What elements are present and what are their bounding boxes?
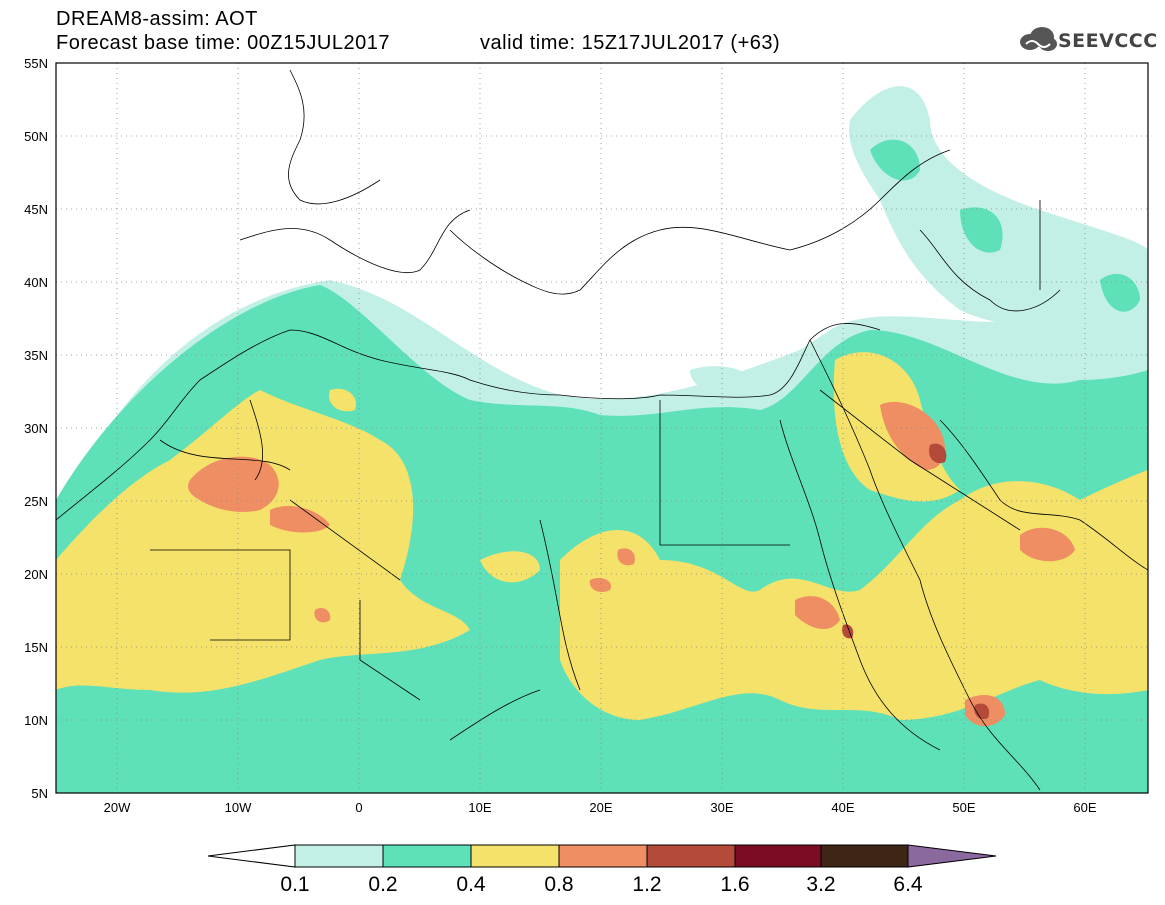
colorbar-label: 1.6 <box>720 873 750 896</box>
lat-label: 15N <box>24 640 48 655</box>
lat-label: 30N <box>24 421 48 436</box>
colorbar-left-arrow <box>207 844 296 868</box>
lat-label: 50N <box>24 129 48 144</box>
colorbar-right-arrow <box>907 844 997 868</box>
lon-label: 50E <box>952 800 975 815</box>
lat-label: 20N <box>24 567 48 582</box>
latitude-labels: 55N 50N 45N 40N 35N 30N 25N 20N 15N 10N … <box>24 56 48 801</box>
lat-label: 5N <box>31 786 48 801</box>
logo-text: SEEVCCC <box>1058 30 1158 52</box>
aot-contour-1-2 <box>842 443 990 720</box>
colorbar-label: 0.2 <box>368 873 398 896</box>
map-frame <box>55 62 1149 794</box>
lon-label: 20E <box>589 800 612 815</box>
gridlines <box>56 63 1148 793</box>
coastlines-borders <box>56 69 1148 791</box>
colorbar-label: 6.4 <box>893 873 923 896</box>
colorbar-label: 3.2 <box>806 873 836 896</box>
colorbar-swatch <box>820 844 909 868</box>
aot-contour-0-8 <box>188 401 1075 727</box>
longitude-labels: 20W 10W 0 10E 20E 30E 40E 50E 60E <box>104 800 1097 815</box>
colorbar-swatch <box>646 844 736 868</box>
lat-label: 10N <box>24 713 48 728</box>
colorbar <box>207 844 997 868</box>
lon-label: 10E <box>468 800 491 815</box>
lon-label: 60E <box>1073 800 1096 815</box>
lon-label: 0 <box>355 800 362 815</box>
colorbar-label: 0.1 <box>280 873 310 896</box>
lon-label: 40E <box>831 800 854 815</box>
aot-field <box>56 86 1148 793</box>
lon-label: 30E <box>710 800 733 815</box>
map-title: DREAM8-assim: AOT <box>56 8 258 30</box>
colorbar-label: 1.2 <box>632 873 662 896</box>
forecast-base-time: Forecast base time: 00Z15JUL2017 <box>56 32 390 54</box>
lat-label: 25N <box>24 494 48 509</box>
colorbar-label: 0.4 <box>456 873 486 896</box>
colorbar-swatch <box>382 844 472 868</box>
lat-label: 40N <box>24 275 48 290</box>
colorbar-swatch <box>470 844 560 868</box>
lat-label: 35N <box>24 348 48 363</box>
lon-label: 10W <box>225 800 252 815</box>
colorbar-swatch <box>734 844 822 868</box>
lon-label: 20W <box>104 800 131 815</box>
aot-contour-0-4 <box>56 352 1148 720</box>
lat-label: 55N <box>24 56 48 71</box>
seevccc-logo: SEEVCCC <box>1018 24 1157 56</box>
colorbar-swatch <box>294 844 384 868</box>
lat-label: 45N <box>24 202 48 217</box>
cloud-icon <box>1020 27 1057 51</box>
colorbar-label: 0.8 <box>544 873 574 896</box>
colorbar-swatch <box>558 844 648 868</box>
valid-time: valid time: 15Z17JUL2017 (+63) <box>480 32 781 54</box>
